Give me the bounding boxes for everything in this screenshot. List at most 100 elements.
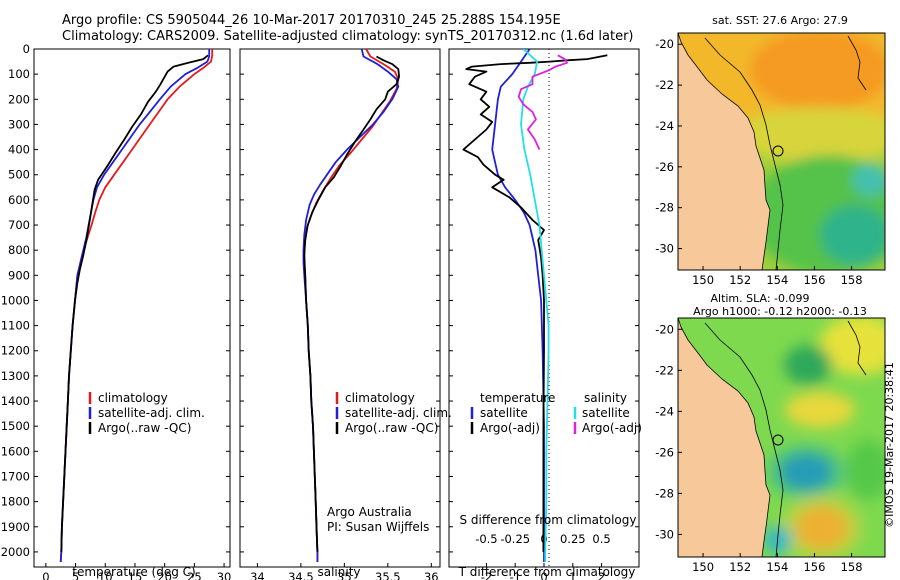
y-tick-label: 1500 [1, 419, 30, 433]
sla-map-frame [677, 317, 886, 558]
y-tick-label: 400 [8, 143, 30, 157]
x-tick-label: 0 [42, 570, 49, 580]
x-tick-label: 34 [250, 570, 265, 580]
temperature-series [59, 49, 214, 563]
s-tick-label: 0.25 [560, 532, 586, 546]
sst-argo-position [772, 145, 784, 157]
sst-field [678, 33, 885, 270]
legend-sat-label: satellite-adj. clim. [98, 406, 205, 420]
map-x-tick-label: 152 [729, 560, 751, 574]
map-x-tick-label: 154 [766, 560, 788, 574]
x-tick-label: 5 [72, 570, 79, 580]
series-line [303, 49, 400, 562]
sla-yellow-east [820, 318, 885, 375]
legend-sat-label: satellite-adj. clim. [345, 406, 452, 420]
difference-legend: temperature salinity satellite Argo(-adj… [470, 391, 642, 435]
x-tick-label: 1 [569, 570, 576, 580]
s-tick-label: -0.25 [500, 532, 530, 546]
map-y-tick-label: -24 [655, 404, 674, 418]
sst-mid-band [735, 107, 885, 163]
map-x-tick-label: 150 [692, 560, 714, 574]
map-y-tick-label: -26 [655, 160, 674, 174]
x-tick-label: -1 [509, 570, 520, 580]
series-line [491, 49, 545, 562]
salinity-legend: climatology satellite-adj. clim. Argo(..… [335, 391, 452, 435]
sst-cyan-patch [852, 164, 885, 196]
difference-top-xlabel: S difference from climatology [460, 513, 637, 527]
temperature-panel-frame [33, 48, 231, 568]
x-tick-label: 36 [424, 570, 439, 580]
x-tick-label: 25 [187, 570, 202, 580]
map-x-tick-label: 156 [803, 560, 825, 574]
y-tick-label: 100 [8, 67, 30, 81]
y-tick-label: 300 [8, 117, 30, 131]
legend-temp-head: temperature [480, 391, 555, 405]
map-x-tick-label: 152 [729, 273, 751, 287]
y-tick-label: 1600 [1, 444, 30, 458]
y-tick-label: 0 [23, 42, 30, 56]
y-tick-label: 900 [8, 268, 30, 282]
sla-map [678, 318, 885, 557]
sst-coastline [678, 33, 771, 270]
sla-cyan-ring [766, 444, 846, 500]
x-tick-label: 15 [128, 570, 143, 580]
sla-yellow-ring [782, 496, 862, 557]
y-tick-label: 1300 [1, 369, 30, 383]
sla-argo-position [772, 434, 784, 446]
y-tick-label: 200 [8, 92, 30, 106]
sst-map-frame [677, 32, 886, 271]
sst-map-ticks: -20 -22 -24 -26 -28 -30 150 152 154 156 158 [655, 37, 862, 287]
s-tick-label: -0.5 [475, 532, 497, 546]
y-tick-label: 800 [8, 243, 30, 257]
sla-bathymetry-contour [704, 322, 784, 557]
salinity-series [302, 49, 401, 562]
legend-temp-sat-label: satellite [480, 406, 528, 420]
sst-map [678, 33, 885, 270]
map-x-tick-label: 158 [841, 273, 863, 287]
map-y-tick-label: -22 [655, 363, 674, 377]
x-tick-label: 35 [337, 570, 352, 580]
series-line [517, 54, 568, 150]
figure-title-line1: Argo profile: CS 5905044_26 10-Mar-2017 … [62, 13, 561, 28]
y-tick-label: 1900 [1, 520, 30, 534]
map-x-tick-label: 156 [803, 273, 825, 287]
map-y-tick-label: -28 [655, 486, 674, 500]
series-line [59, 49, 214, 563]
legend-argo-label: Argo(..raw -QC) [345, 421, 438, 435]
y-tick-label: 2000 [1, 545, 30, 559]
sst-reef-contour [847, 35, 867, 91]
x-tick-label: 20 [157, 570, 172, 580]
map-y-tick-label: -20 [655, 37, 674, 51]
salinity-axis-ticks: 34 34.5 35 35.5 36 [240, 48, 440, 580]
credit-line2: PI: Susan Wijffels [327, 520, 429, 534]
legend-sal-sat-label: satellite [582, 406, 630, 420]
series-line [462, 54, 608, 552]
map-y-tick-label: -22 [655, 78, 674, 92]
sla-green-dark [784, 345, 832, 385]
salinity-panel-frame [239, 48, 441, 568]
series-line [303, 55, 401, 552]
x-tick-label: -2 [481, 570, 492, 580]
legend-clim-label: climatology [345, 391, 415, 405]
legend-sal-argo-label: Argo(-adj) [582, 421, 642, 435]
sla-reef-contour [847, 320, 867, 376]
x-tick-label: 30 [217, 570, 232, 580]
map-x-tick-label: 158 [841, 560, 863, 574]
difference-series [462, 49, 608, 562]
sla-field [764, 318, 885, 557]
difference-xlabel: T difference from climatology [458, 565, 636, 579]
y-tick-label: 1100 [1, 319, 30, 333]
imos-timestamp: ©IMOS 19-Mar-2017 20:38:41 [883, 362, 896, 528]
s-tick-label: 0.5 [592, 532, 610, 546]
sla-cyan-south [764, 526, 792, 554]
map-y-tick-label: -24 [655, 119, 674, 133]
y-tick-label: 700 [8, 218, 30, 232]
x-tick-label: 0 [540, 570, 547, 580]
map-x-tick-label: 150 [692, 273, 714, 287]
y-tick-label: 1200 [1, 344, 30, 358]
map-y-tick-label: -26 [655, 445, 674, 459]
y-tick-label: 1700 [1, 469, 30, 483]
series-line [59, 49, 211, 563]
sst-cool-patch [820, 205, 885, 265]
x-tick-label: 35.5 [375, 570, 401, 580]
